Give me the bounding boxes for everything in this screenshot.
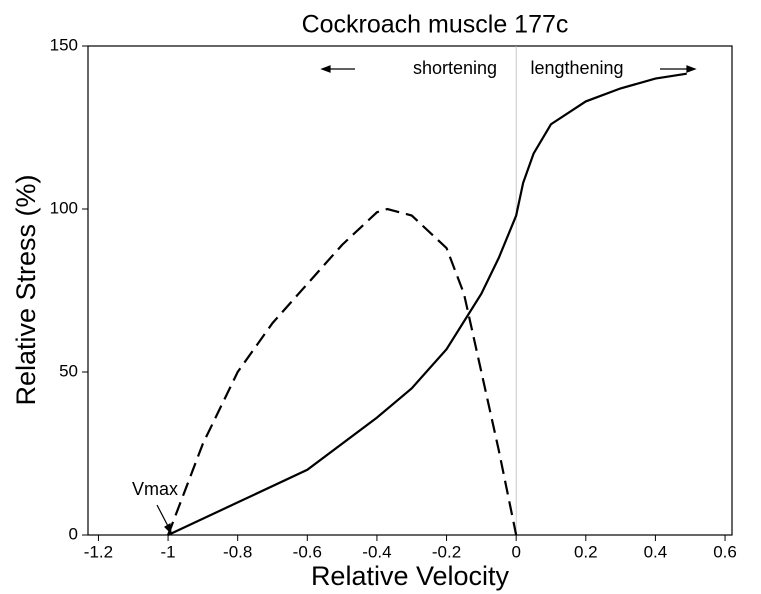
x-tick-label: -0.8 — [223, 542, 252, 561]
x-axis-label: Relative Velocity — [311, 561, 510, 591]
x-tick-label: 0.4 — [644, 542, 668, 561]
x-tick-label: -1 — [161, 542, 176, 561]
line-series — [167, 72, 687, 536]
y-tick-label: 100 — [50, 198, 78, 217]
y-axis-label: Relative Stress (%) — [11, 174, 41, 405]
x-tick-label: 0.6 — [713, 542, 737, 561]
y-tick-label: 0 — [69, 524, 78, 543]
arrowhead — [686, 65, 697, 73]
annotation: shortening — [413, 58, 497, 78]
arrowhead — [320, 65, 331, 73]
x-tick-label: -0.4 — [362, 542, 391, 561]
y-tick-label: 150 — [50, 35, 78, 54]
chart-title: Cockroach muscle 177c — [302, 11, 569, 39]
y-tick-label: 50 — [59, 361, 78, 380]
line-series — [167, 207, 518, 536]
annotation-arrows — [156, 65, 697, 535]
annotation: Vmax — [132, 479, 178, 499]
x-tick-label: -0.6 — [293, 542, 322, 561]
x-tick-label: 0 — [511, 542, 520, 561]
x-tick-label: 0.2 — [574, 542, 598, 561]
x-tick-label: -0.2 — [432, 542, 461, 561]
x-tick-label: -1.2 — [84, 542, 113, 561]
annotation: lengthening — [530, 58, 623, 78]
plot-frame — [87, 45, 733, 536]
